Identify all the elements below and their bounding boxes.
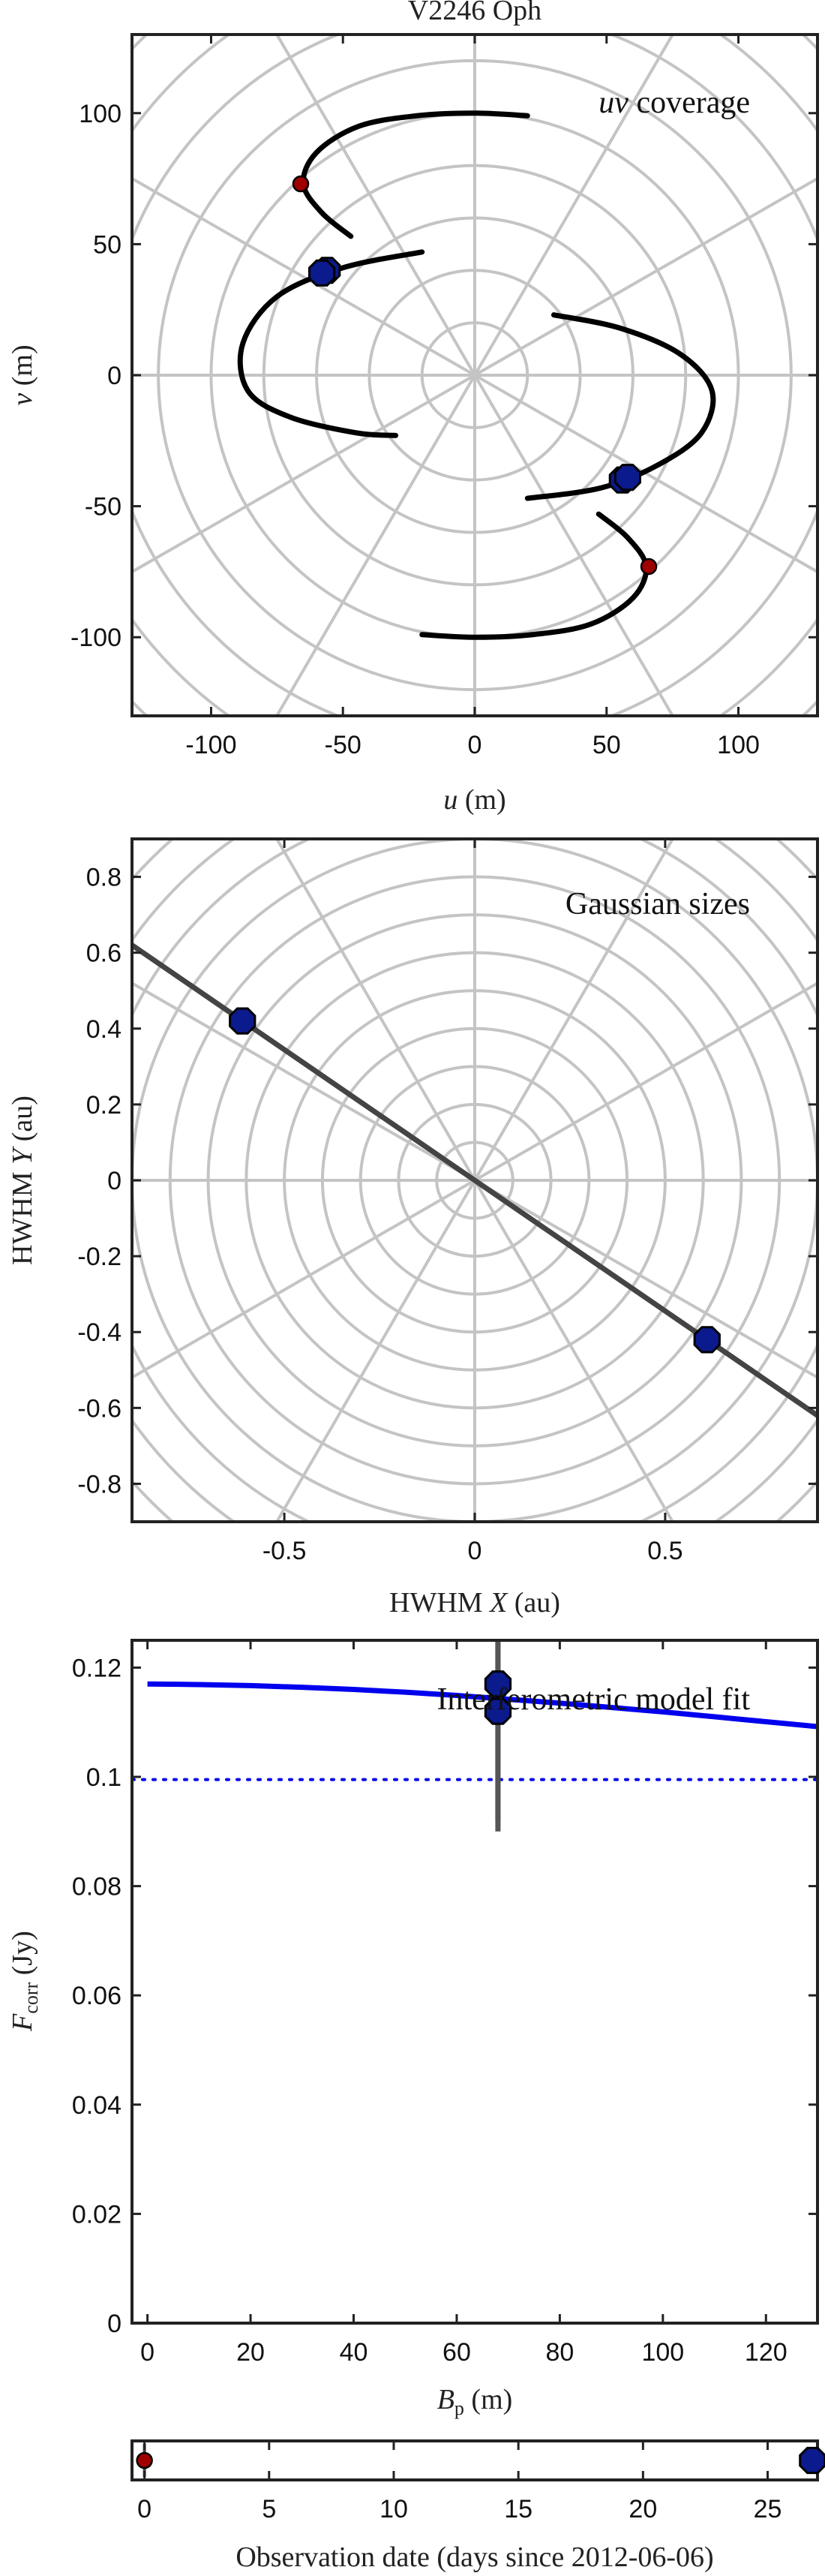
y-axis-label: HWHM Y (au) [7, 1096, 38, 1265]
x-tick-label: -0.5 [262, 1537, 307, 1565]
x-tick-label: 25 [754, 2495, 782, 2523]
gaussian-sizes-panel: -0.5 0 0.5 -0.8 -0.6 -0.4 -0.2 0 0.2 0.4 0.6 0.8 G… [7, 837, 819, 1619]
axis-ticks [132, 839, 818, 1522]
uv-point-red [640, 558, 658, 576]
y-tick-label: -0.2 [77, 1243, 122, 1271]
uv-point-red [292, 175, 310, 193]
x-tick-label: 20 [236, 2338, 265, 2367]
x-tick-label: 0 [137, 2495, 152, 2523]
x-tick-label: 0 [140, 2338, 154, 2367]
x-tick-labels: 0 5 10 15 20 25 [137, 2495, 782, 2523]
plot-frame [130, 1639, 819, 2325]
y-axis-label: v (m) [7, 344, 38, 405]
gaussian-size-point [693, 1326, 721, 1354]
y-tick-label: 0.6 [86, 939, 122, 968]
panel-annotation: uv coverage [598, 86, 750, 120]
y-tick-label: 0 [107, 2310, 122, 2338]
uv-point-blue [308, 259, 336, 287]
axis-ticks [143, 2441, 770, 2480]
y-tick-labels: 0 0.02 0.04 0.06 0.08 0.1 0.12 [72, 1654, 122, 2338]
y-tick-label: -100 [70, 624, 122, 652]
x-tick-labels: -0.5 0 0.5 [262, 1537, 683, 1565]
x-axis-label: Bp (m) [437, 2384, 513, 2419]
x-tick-label: 0.5 [647, 1537, 682, 1565]
y-tick-labels: -100 -50 0 50 100 [70, 100, 122, 652]
x-axis-label: Observation date (days since 2012-06-06) [236, 2541, 713, 2573]
axis-ticks [132, 35, 818, 716]
observation-marker [136, 2451, 153, 2469]
x-tick-label: 80 [545, 2338, 574, 2367]
x-axis-label: u (m) [443, 784, 506, 816]
y-tick-label: 0.06 [72, 1982, 122, 2010]
observation-marker [799, 2446, 825, 2475]
y-axis-label: Fcorr (Jy) [7, 1931, 42, 2032]
figure-title: V2246 Oph [408, 0, 542, 26]
x-tick-label: 100 [641, 2338, 684, 2367]
panel-annotation: Interferometric model fit [437, 1682, 751, 1717]
y-tick-label: 0.02 [72, 2200, 122, 2229]
x-tick-label: 120 [745, 2338, 788, 2367]
polar-grid-lines [132, 839, 818, 1522]
y-tick-label: 0 [107, 1167, 122, 1195]
uv-tracks [237, 110, 716, 640]
model-fit-panel: 0 20 40 60 80 100 120 0 0.02 0.04 0.06 0.08 0.1 0.12… [7, 1639, 819, 2419]
x-tick-label: 20 [628, 2495, 657, 2523]
x-tick-label: 10 [380, 2495, 408, 2523]
uv-coverage-panel: V2246 Oph -100 -50 0 50 100 -100 -50 0 50 100 uv… [7, 0, 819, 816]
measurement-point [484, 1670, 512, 1698]
x-tick-label: 40 [340, 2338, 368, 2367]
grid-circle [132, 35, 818, 716]
plot-frame [130, 2439, 819, 2481]
x-tick-label: 50 [592, 731, 621, 759]
gaussian-size-point [229, 1007, 256, 1035]
measurement-point [484, 1697, 512, 1725]
model-fit-clipped [132, 1640, 818, 1832]
y-tick-label: 0.2 [86, 1091, 122, 1120]
uv-track [300, 110, 530, 239]
x-tick-label: 100 [717, 731, 760, 759]
uv-track [524, 312, 716, 501]
panel-annotation: Gaussian sizes [566, 887, 750, 921]
polar-grid-lines [132, 35, 818, 716]
axis-ticks [132, 1640, 818, 2325]
x-tick-label: 60 [442, 2338, 471, 2367]
y-tick-label: 0.12 [72, 1654, 122, 1682]
observation-markers [136, 2444, 825, 2477]
y-tick-label: 50 [93, 230, 122, 259]
x-tick-labels: 0 20 40 60 80 100 120 [140, 2338, 787, 2367]
x-axis-label: HWHM X (au) [389, 1587, 560, 1619]
y-tick-label: -50 [85, 493, 122, 522]
y-tick-label: 0.4 [86, 1015, 122, 1044]
uv-track [419, 511, 650, 640]
model-fit-data [132, 1640, 818, 1832]
y-tick-label: -0.4 [77, 1318, 122, 1347]
y-tick-label: 0.8 [86, 864, 122, 892]
uv-point-blue [614, 464, 641, 491]
y-tick-labels: -0.8 -0.6 -0.4 -0.2 0 0.2 0.4 0.6 0.8 [77, 864, 122, 1499]
grid-spoke [132, 176, 818, 574]
y-tick-label: 0.08 [72, 1873, 122, 1901]
x-tick-label: 0 [468, 1537, 482, 1565]
x-tick-label: 0 [468, 731, 482, 759]
y-tick-label: 100 [79, 100, 122, 128]
y-tick-label: 0.1 [86, 1763, 122, 1792]
x-tick-label: -100 [185, 731, 236, 759]
model-curve [147, 1681, 818, 1730]
x-tick-label: -50 [325, 731, 362, 759]
y-tick-label: 0 [107, 362, 122, 390]
y-tick-label: 0.04 [72, 2091, 122, 2120]
observation-dates-panel: 0 5 10 15 20 25 Observation date (days since … [130, 2439, 825, 2573]
gaussian-data [130, 942, 819, 1418]
uv-track [237, 249, 425, 438]
x-tick-labels: -100 -50 0 50 100 [185, 731, 759, 759]
x-tick-label: 15 [504, 2495, 532, 2523]
x-tick-label: 5 [262, 2495, 276, 2523]
polar-grid [132, 839, 818, 1522]
polar-grid [132, 35, 818, 716]
y-tick-label: -0.8 [77, 1470, 122, 1498]
y-tick-label: -0.6 [77, 1394, 122, 1423]
